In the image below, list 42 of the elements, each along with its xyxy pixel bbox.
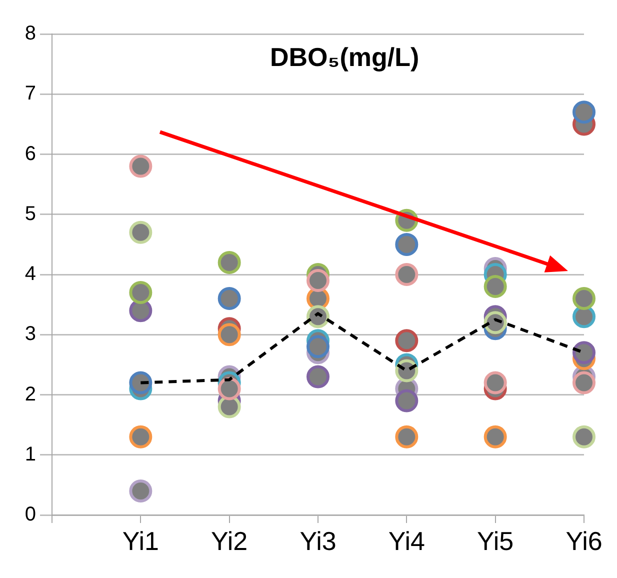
y-tick-label: 6 (24, 142, 36, 165)
y-tick-label: 3 (24, 323, 36, 346)
point (129, 479, 152, 502)
y-tick-label: 0 (24, 504, 36, 526)
point (306, 335, 330, 358)
chart-title: DBO₅(mg/L) (270, 42, 420, 73)
point (218, 323, 241, 346)
point (395, 263, 418, 286)
point (395, 329, 418, 352)
y-tick-label: 7 (24, 82, 36, 105)
point (306, 305, 330, 328)
point (129, 220, 152, 244)
x-tick-label: Yi6 (566, 526, 602, 556)
y-tick-label: 5 (24, 202, 36, 225)
point (129, 425, 152, 448)
point (395, 389, 418, 412)
y-tick-label: 4 (24, 263, 36, 286)
point (306, 269, 330, 292)
point (572, 371, 596, 394)
point (129, 154, 152, 178)
point (306, 365, 330, 388)
point (484, 371, 507, 394)
x-tick-label: Yi4 (388, 526, 425, 556)
point (572, 425, 596, 448)
point (484, 275, 507, 298)
y-tick-label: 8 (24, 22, 36, 45)
point (129, 371, 152, 394)
point (129, 281, 152, 304)
x-tick-label: Yi5 (477, 526, 514, 556)
x-tick-label: Yi3 (300, 526, 336, 556)
point (572, 341, 596, 364)
y-tick-label: 1 (24, 443, 36, 466)
x-tick-label: Yi2 (211, 526, 248, 556)
point (218, 287, 241, 310)
point (572, 287, 596, 310)
point (395, 425, 418, 448)
y-tick-label: 2 (24, 383, 36, 406)
point (572, 100, 596, 124)
point (218, 250, 241, 274)
point (395, 232, 418, 256)
point (484, 425, 507, 448)
x-tick-label: Yi1 (122, 526, 159, 556)
